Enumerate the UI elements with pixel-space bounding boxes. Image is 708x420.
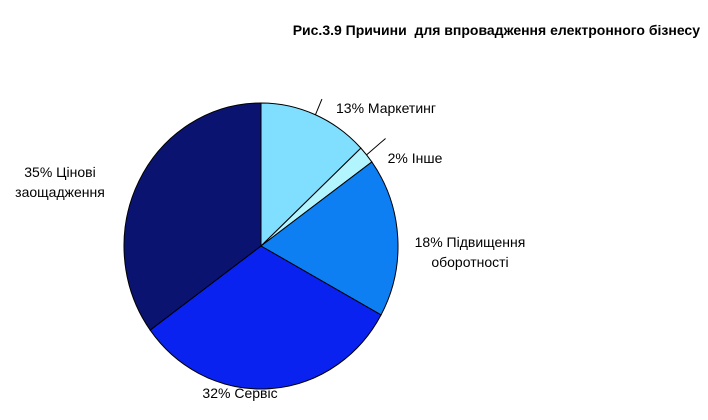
slice-label-other: 2% Інше <box>387 150 443 166</box>
slice-label-marketing: 13% Маркетинг <box>336 100 436 116</box>
chart-title: Рис.3.9 Причини для впровадження електро… <box>292 22 700 38</box>
pie-slice-service <box>149 245 382 390</box>
slice-label-service: 32% Сервіс <box>202 385 278 401</box>
leader-line-other <box>366 138 386 156</box>
pie-slice-turnover <box>260 161 399 316</box>
slice-label-turnover: 18% Підвищення оборотності <box>414 234 526 270</box>
pie-slice-cost-savings <box>123 102 262 331</box>
leader-line-marketing <box>314 98 323 115</box>
slice-label-cost-savings: 35% Цінові заощадження <box>15 164 105 200</box>
